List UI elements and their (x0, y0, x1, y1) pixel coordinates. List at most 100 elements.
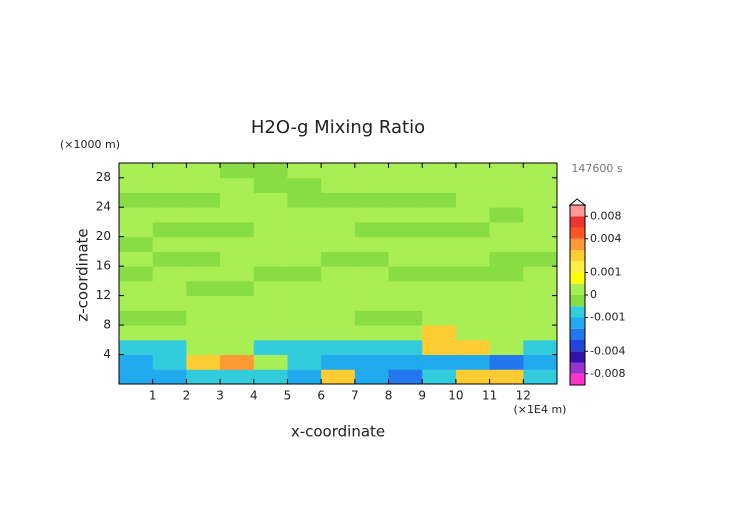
field-cell (253, 207, 288, 223)
field-cell (489, 236, 524, 252)
field-cell (523, 221, 558, 238)
x-tick-label: 6 (317, 389, 325, 403)
colorbar-band (570, 250, 585, 262)
field-cell (119, 354, 154, 370)
y-tick-label: 28 (96, 170, 111, 184)
field-cell (220, 310, 255, 326)
field-cell (422, 369, 457, 385)
field-cell (489, 251, 524, 267)
x-tick-label: 9 (418, 389, 426, 403)
colorbar-band (570, 373, 585, 385)
field-cell (321, 221, 356, 238)
field-cell (523, 295, 558, 311)
field-cell (287, 325, 322, 341)
field-cell (152, 163, 187, 179)
field-cell (152, 266, 187, 282)
field-cell (455, 369, 491, 385)
y-tick-label: 12 (96, 288, 111, 302)
field-cell (253, 236, 288, 252)
field-cell (422, 192, 457, 208)
colorbar-band (570, 272, 585, 284)
x-tick-label: 11 (482, 389, 497, 403)
field-cell (253, 177, 288, 193)
field-cell (455, 354, 491, 370)
field-cell (186, 192, 221, 208)
field-cell (287, 369, 322, 385)
field-cell (321, 339, 356, 356)
field-cell (388, 369, 423, 385)
colorbar-band (570, 317, 585, 329)
field-cell (119, 221, 154, 238)
x-tick-label: 1 (149, 389, 157, 403)
x-tick-label: 10 (448, 389, 463, 403)
field-cell (287, 354, 322, 370)
field-cell (152, 192, 187, 208)
field-cell (422, 266, 457, 282)
field-cell (388, 354, 423, 370)
field-cell (119, 339, 154, 356)
field-cell (354, 192, 390, 208)
field-cell (455, 325, 491, 341)
field-cell (321, 163, 356, 179)
field-cell (186, 221, 221, 238)
field-cell (152, 354, 187, 370)
field-cell (489, 177, 524, 193)
field-cell (455, 192, 491, 208)
field-cell (489, 325, 524, 341)
field-cell (388, 207, 423, 223)
field-cell (287, 163, 322, 179)
field-cell (186, 369, 221, 385)
field-cell (119, 310, 154, 326)
field-cell (186, 339, 221, 356)
field-cell (253, 163, 288, 179)
field-cell (422, 325, 457, 341)
field-cell (220, 236, 255, 252)
field-cell (321, 325, 356, 341)
colorbar-tick-label: -0.001 (590, 311, 625, 324)
field-cell (354, 236, 390, 252)
field-cell (455, 280, 491, 297)
field-cell (253, 325, 288, 341)
field-cell (119, 369, 154, 385)
x-unit: (×1E4 m) (514, 403, 567, 416)
field-cell (388, 339, 423, 356)
field-cell (489, 192, 524, 208)
field-cell (253, 192, 288, 208)
field-cell (523, 163, 558, 179)
field-cell (287, 310, 322, 326)
field-cell (354, 339, 390, 356)
colorbar-band (570, 351, 585, 363)
field-cell (354, 325, 390, 341)
field-cell (523, 354, 558, 370)
field-cell (455, 339, 491, 356)
field-cell (220, 339, 255, 356)
field-cell (220, 325, 255, 341)
field-cell (186, 325, 221, 341)
field-cell (422, 295, 457, 311)
field-cell (119, 325, 154, 341)
field-cell (152, 236, 187, 252)
field-cell (455, 221, 491, 238)
field-cell (489, 369, 524, 385)
field-cell (220, 266, 255, 282)
field-cell (186, 310, 221, 326)
field-cell (422, 236, 457, 252)
field-cell (489, 280, 524, 297)
field-cell (253, 310, 288, 326)
field-cell (253, 339, 288, 356)
field-cell (287, 339, 322, 356)
field-cell (388, 251, 423, 267)
colorbar-band (570, 306, 585, 318)
field-cell (220, 280, 255, 297)
chart-title: H2O-g Mixing Ratio (251, 117, 425, 138)
field-cell (321, 266, 356, 282)
field-cell (220, 251, 255, 267)
colorbar-band (570, 283, 585, 295)
field-cell (489, 310, 524, 326)
field-cell (321, 354, 356, 370)
field-cell (489, 266, 524, 282)
field-cell (354, 354, 390, 370)
field-cell (152, 207, 187, 223)
field-cell (253, 354, 288, 370)
field-cell (354, 177, 390, 193)
